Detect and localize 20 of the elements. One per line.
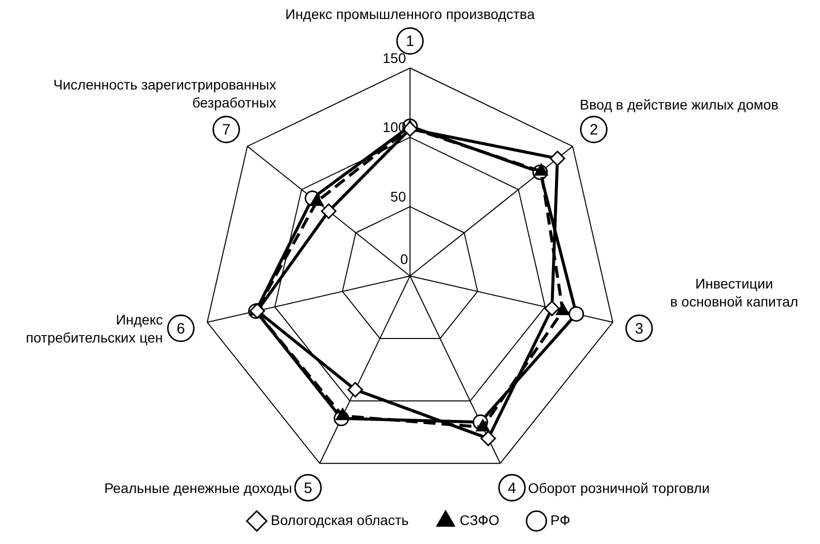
text: 7 [222,122,230,139]
text: 1 [406,33,414,50]
spoke-label: Ввод в действие жилых домов [580,96,778,112]
spoke-label: Реальные денежные доходы [104,480,292,496]
text: 2 [590,122,598,139]
text: 3 [634,320,644,338]
y-tick-label: 0 [400,250,408,267]
y-tick-label: 150 [382,50,406,66]
spoke-label: Индекс промышленного производства [285,6,535,22]
spoke-label: Оборот розничной торговли [528,480,710,496]
text: 4 [508,480,516,497]
spoke-label: Численность зарегистрированных безработных [53,76,276,110]
spoke-label: Инвестиции в основной капитал [670,275,798,310]
y-tick-label: 50 [390,188,406,205]
legend-label: СЗФО [460,512,500,528]
text: 6 [176,320,186,338]
text: 5 [304,480,312,497]
legend-label: Вологодская область [270,512,409,528]
spoke-label: Индекс потребительских цен [26,311,163,346]
legend-label: РФ [550,512,570,528]
